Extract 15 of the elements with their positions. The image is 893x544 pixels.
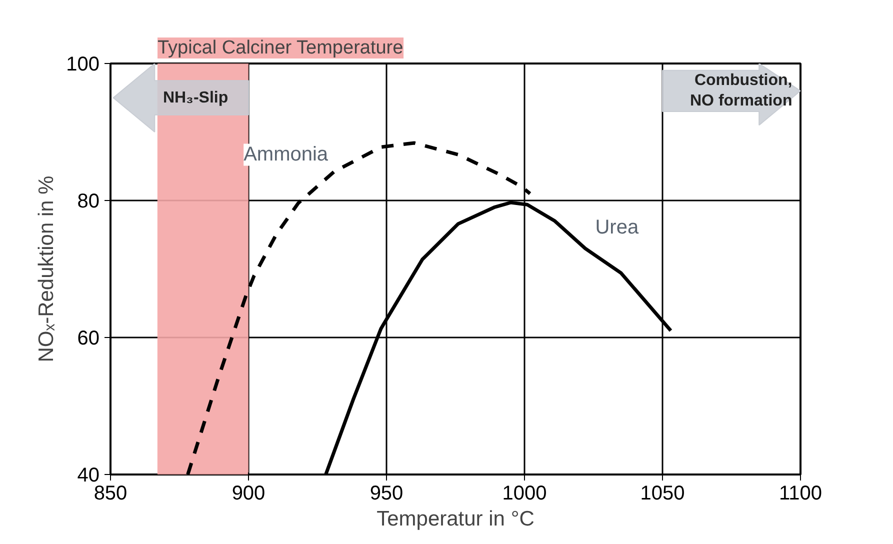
- y-axis-title: NOₓ-Reduktion in %: [35, 176, 58, 362]
- annotation: NH₃-Slip: [162, 89, 228, 106]
- x-tick-label: 1000: [502, 482, 547, 504]
- series-label: Urea: [595, 216, 640, 238]
- y-tick-label: 100: [66, 54, 100, 76]
- series-label: Ammonia: [244, 144, 329, 166]
- y-tick-label: 60: [77, 328, 100, 350]
- x-tick-label: 1050: [640, 482, 685, 504]
- x-tick-label: 950: [370, 482, 404, 504]
- x-tick-label: 1100: [778, 482, 822, 504]
- x-axis-title: Temperatur in °C: [376, 508, 534, 530]
- y-tick-label: 80: [77, 190, 100, 212]
- band-label: Typical Calciner Temperature: [158, 38, 404, 58]
- annotation: Combustion, NO formation: [690, 72, 792, 110]
- x-tick-label: 900: [232, 482, 266, 504]
